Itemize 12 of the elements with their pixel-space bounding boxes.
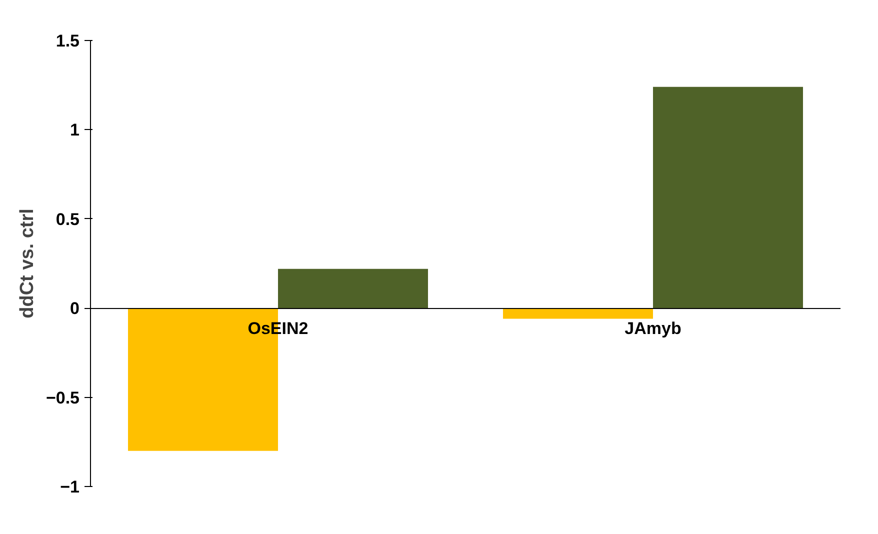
y-tick-label: 0 xyxy=(70,299,80,318)
x-tick-label: JAmyb xyxy=(624,319,682,338)
y-tick-label: 1 xyxy=(70,120,80,140)
bar xyxy=(503,308,653,319)
bar xyxy=(653,86,803,308)
y-tick-label: −0.5 xyxy=(46,388,80,408)
y-tick-label: 0.5 xyxy=(56,210,80,229)
y-tick-label: 1.5 xyxy=(56,32,80,50)
y-axis-title: ddCt vs. ctrl xyxy=(16,208,38,318)
x-tick-label: OsEIN2 xyxy=(248,319,308,338)
bar xyxy=(278,268,428,308)
y-tick-label: −1 xyxy=(60,478,80,496)
